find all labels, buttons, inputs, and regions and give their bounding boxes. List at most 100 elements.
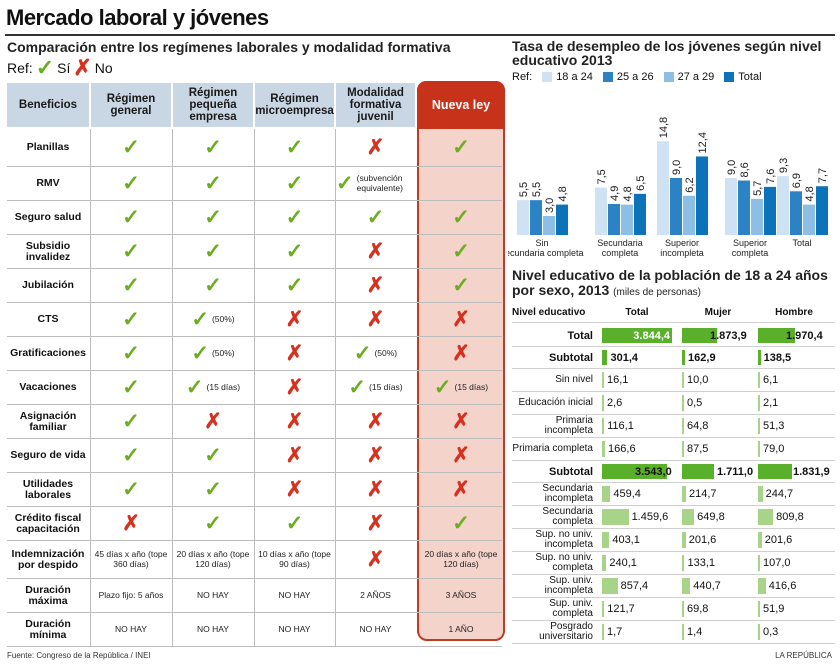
- value-bar: [602, 601, 605, 617]
- data-label: 6,9: [791, 173, 803, 188]
- bar: [738, 180, 750, 235]
- check-icon: ✓: [122, 307, 140, 331]
- education-cell: 1.711,0: [682, 461, 754, 482]
- value-bar: [758, 624, 760, 640]
- cross-icon: ✗: [285, 443, 304, 467]
- data-label: 7,5: [596, 169, 608, 184]
- benefit-cell: ✗: [255, 473, 334, 506]
- education-cell: 87,5: [682, 438, 754, 460]
- cell-text: 10 días x año (tope 90 días): [258, 549, 331, 569]
- value-text: 51,3: [763, 420, 785, 432]
- legend-label: 18 a 24: [556, 71, 593, 83]
- benefit-cell: ✗: [255, 405, 334, 438]
- value-text: 403,1: [612, 534, 640, 546]
- check-icon: ✓: [285, 135, 304, 159]
- education-label: Sup. no univ. completa: [535, 552, 593, 573]
- cross-icon: ✗: [366, 239, 385, 263]
- value-text: 2,6: [607, 397, 623, 409]
- education-row: Sup. no univ. completa 240,1 133,1 107,0: [512, 552, 835, 575]
- benefit-label: Subsidio invalidez: [25, 239, 71, 263]
- right-header-cell: Total: [625, 307, 649, 318]
- value-bar: [682, 464, 715, 479]
- data-label: 5,5: [518, 182, 530, 197]
- education-cell: 116,1: [602, 415, 672, 437]
- data-label: 8,6: [739, 162, 751, 177]
- check-icon: ✓: [433, 375, 452, 399]
- education-label: Sup. no univ. incompleta: [535, 529, 593, 550]
- education-cell: 649,8: [682, 506, 754, 528]
- education-row: Secundaria incompleta 459,4 214,7 244,7: [512, 483, 835, 506]
- benefit-cell: 3 AÑOS: [419, 579, 503, 612]
- value-bar: [758, 441, 760, 457]
- ref-label: Ref:: [7, 60, 33, 76]
- benefit-cell: 10 días x año (tope 90 días): [255, 541, 334, 578]
- bar: [657, 141, 669, 235]
- benefit-cell: ✗: [255, 371, 334, 404]
- value-bar: [682, 578, 691, 594]
- benefit-cell: ✓: [255, 269, 334, 302]
- benefit-cell: ✗: [336, 507, 415, 540]
- education-label: Primaria completa: [512, 443, 593, 454]
- benefit-label: Asignación familiar: [19, 409, 77, 433]
- education-label: Sup. univ. completa: [549, 598, 593, 619]
- benefit-cell: ✗: [419, 439, 503, 472]
- education-cell: 809,8: [758, 506, 830, 528]
- check-icon: ✓: [348, 375, 367, 399]
- brand-label: LA REPÚBLICA: [775, 651, 832, 660]
- benefit-cell: ✗: [255, 337, 334, 370]
- value-bar: [682, 532, 686, 548]
- value-text: 133,1: [687, 557, 716, 569]
- bar: [777, 176, 789, 235]
- benefit-cell: ✓ (15 días): [336, 371, 415, 404]
- check-icon: ✓: [452, 273, 470, 297]
- cell-text: NO HAY: [197, 589, 229, 600]
- cell-text: NO HAY: [278, 589, 311, 600]
- value-bar: [682, 418, 684, 434]
- cross-icon: ✗: [366, 409, 385, 433]
- cross-icon: ✗: [285, 307, 304, 331]
- education-cell: 244,7: [758, 483, 830, 505]
- benefit-cell: ✓ (50%): [173, 337, 253, 370]
- check-icon: ✓: [204, 135, 222, 159]
- check-icon: ✓: [285, 273, 304, 297]
- value-bar: [758, 532, 762, 548]
- value-text: 87,5: [687, 443, 709, 455]
- column-divider: [254, 129, 255, 647]
- education-row: Sin nivel 16,1 10,0 6,1: [512, 369, 835, 392]
- education-cell: 162,9: [682, 347, 754, 368]
- benefit-cell: NO HAY: [173, 579, 253, 612]
- cross-icon: ✗: [285, 477, 304, 501]
- education-row: Primaria completa 166,6 87,5 79,0: [512, 438, 835, 461]
- data-label: 4,9: [609, 186, 621, 201]
- value-text: 244,7: [765, 488, 794, 500]
- value-text: 1.831,9: [793, 465, 830, 478]
- value-bar: [682, 372, 684, 388]
- value-bar: [602, 350, 608, 365]
- benefit-cell: ✓: [419, 129, 503, 166]
- education-cell: 201,6: [758, 529, 830, 551]
- cross-icon: ✗: [285, 375, 304, 399]
- cross-icon: ✗: [285, 409, 304, 433]
- education-row: Posgrado universitario 1,7 1,4 0,3: [512, 621, 835, 644]
- benefit-cell: ✗: [336, 129, 415, 166]
- education-cell: 214,7: [682, 483, 754, 505]
- check-icon: ✓: [452, 205, 470, 229]
- value-text: 0,5: [687, 397, 703, 409]
- cell-text: 2 AÑOS: [360, 589, 391, 600]
- check-icon: ✓: [204, 477, 222, 501]
- value-bar: [602, 418, 605, 434]
- education-cell: 0,3: [758, 621, 830, 643]
- education-cell: 301,4: [602, 347, 672, 368]
- value-bar: [758, 555, 760, 571]
- right-table-title: Nivel educativo de la población de 18 a …: [512, 268, 832, 300]
- data-label: 9,0: [671, 160, 683, 175]
- column-divider: [172, 129, 173, 647]
- category-label: Total: [792, 238, 811, 248]
- value-text: 79,0: [763, 443, 785, 455]
- benefit-cell: ✓: [91, 371, 171, 404]
- value-text: 1.970,4: [786, 329, 823, 342]
- cross-icon: ✗: [366, 547, 385, 571]
- bar: [803, 204, 815, 235]
- benefit-label: Utilidades laborales: [22, 477, 74, 501]
- value-text: 10,0: [687, 374, 709, 386]
